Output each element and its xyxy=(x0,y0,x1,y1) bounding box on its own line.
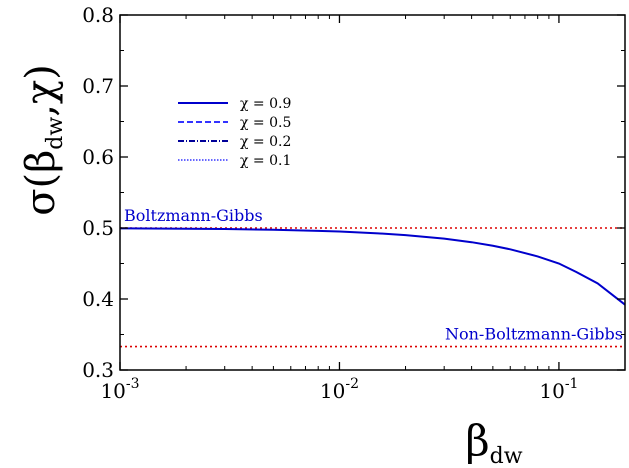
axis-ticks xyxy=(119,14,626,371)
y-axis-label-post: ,χ) xyxy=(18,64,64,117)
x-tick-label: 10-1 xyxy=(539,376,578,403)
x-tick-label-base: 10 xyxy=(100,379,125,403)
reference-line-label: Boltzmann-Gibbs xyxy=(124,206,263,225)
y-axis-label: σ(βdw,χ) xyxy=(18,64,68,216)
x-tick-label-exp: -2 xyxy=(345,376,359,392)
x-axis-label: βdw xyxy=(465,416,522,468)
y-tick-label: 0.8 xyxy=(82,3,114,27)
series-lines xyxy=(120,227,625,306)
legend-label: χ = 0.9 xyxy=(240,96,291,112)
x-axis-label-main: β xyxy=(465,416,489,465)
legend: χ = 0.9 χ = 0.5 χ = 0.2 χ = 0.1 xyxy=(178,96,291,169)
y-tick-label: 0.7 xyxy=(82,74,114,98)
y-tick-label: 0.6 xyxy=(82,145,114,169)
x-tick-label-exp: -3 xyxy=(126,376,140,392)
plot-frame xyxy=(119,14,626,371)
x-tick-label-base: 10 xyxy=(539,379,564,403)
x-axis-label-sub: dw xyxy=(490,444,523,468)
x-tick-label-base: 10 xyxy=(320,379,345,403)
legend-label: χ = 0.5 xyxy=(240,115,291,131)
y-tick-label: 0.4 xyxy=(82,287,114,311)
reference-labels: Boltzmann-Gibbs Non-Boltzmann-Gibbs xyxy=(124,206,623,344)
x-tick-label: 10-3 xyxy=(100,376,139,403)
y-tick-label: 0.5 xyxy=(82,216,114,240)
x-tick-label: 10-2 xyxy=(320,376,359,403)
tick-labels: 10-3 10-2 10-10.30.40.50.60.70.8 xyxy=(82,3,578,403)
y-axis-label-sub: dw xyxy=(43,117,68,150)
series-line xyxy=(120,227,625,306)
legend-label: χ = 0.1 xyxy=(240,153,291,169)
reference-line-label: Non-Boltzmann-Gibbs xyxy=(445,325,623,344)
reference-lines xyxy=(120,227,625,348)
x-tick-label-exp: -1 xyxy=(565,376,579,392)
y-axis-label-pre: σ(β xyxy=(18,150,64,216)
legend-label: χ = 0.2 xyxy=(240,134,291,150)
y-tick-label: 0.3 xyxy=(82,358,114,382)
